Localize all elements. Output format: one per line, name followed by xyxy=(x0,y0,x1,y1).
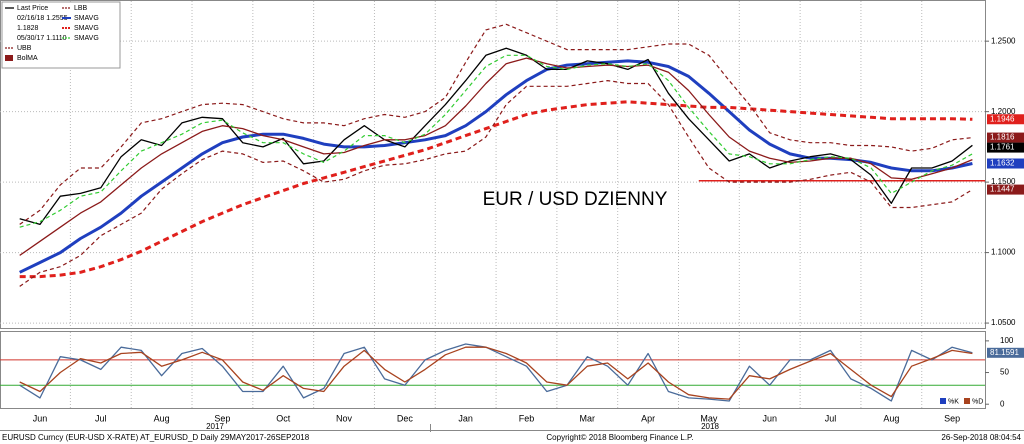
series-line xyxy=(19,57,973,256)
x-tick-label: Oct xyxy=(276,413,291,423)
last-value-box xyxy=(987,142,1024,153)
annotation: EUR / USD DZIENNY xyxy=(483,189,668,210)
y-tick-label: 1.0500 xyxy=(991,318,1016,327)
legend-box xyxy=(1,1,121,69)
last-value-label: 81.1591 xyxy=(990,348,1019,357)
legend-label: LBB xyxy=(74,5,88,12)
series-line xyxy=(19,80,973,287)
series-line xyxy=(19,23,973,225)
last-value-box xyxy=(987,132,1024,143)
x-tick-label: Jul xyxy=(825,413,837,423)
legend-label: Last Price xyxy=(17,5,48,12)
legend-swatch xyxy=(5,55,13,61)
legend-label: SMAVG xyxy=(74,15,99,22)
year-label: 2017 xyxy=(206,422,224,431)
footer-center: Copyright© 2018 Bloomberg Finance L.P. xyxy=(546,433,693,442)
legend: Last Price 02/16/18 1.2555 1.1828 05/30/17 … xyxy=(1,1,121,69)
x-tick-label: Sep xyxy=(214,413,230,423)
x-tick-label: Mar xyxy=(580,413,596,423)
x-tick-label: Jun xyxy=(762,413,777,423)
x-tick-label: Sep xyxy=(944,413,960,423)
series-line xyxy=(19,59,973,274)
x-tick-label: Nov xyxy=(336,413,353,423)
y-tick-label: 50 xyxy=(1000,368,1009,377)
stoch-frame xyxy=(0,331,986,409)
footer-left: EURUSD Curncy (EUR-USD X-RATE) AT_EURUSD… xyxy=(2,433,310,442)
x-tick-label: May xyxy=(700,413,718,423)
legend-stat: 02/16/18 1.2555 xyxy=(17,15,68,22)
year-label: 2018 xyxy=(701,422,719,431)
legend-label: SMAVG xyxy=(74,35,99,42)
legend-swatch xyxy=(964,398,970,404)
y-tick-label: 1.1500 xyxy=(991,177,1016,186)
x-tick-label: Feb xyxy=(519,413,535,423)
last-value-label: 1.1816 xyxy=(990,133,1015,142)
footer-right: 26-Sep-2018 08:04:54 xyxy=(941,433,1021,442)
y-tick-label: 100 xyxy=(1000,336,1014,345)
y-tick-label: 1.2500 xyxy=(991,36,1016,45)
legend-stat: 05/30/17 1.1110 xyxy=(17,35,67,42)
y-tick-label: 1.1000 xyxy=(991,248,1016,257)
x-tick-label: Apr xyxy=(641,413,655,423)
legend-label: SMAVG xyxy=(74,25,99,32)
last-value-box xyxy=(987,158,1024,169)
legend-label: %K xyxy=(948,398,959,405)
series-line xyxy=(19,343,973,402)
legend-stat: 1.1828 xyxy=(17,25,39,32)
x-tick-label: Aug xyxy=(883,413,899,423)
main-frame xyxy=(0,0,986,329)
x-tick-label: Dec xyxy=(397,413,414,423)
x-tick-label: Jul xyxy=(95,413,107,423)
x-tick-label: Jun xyxy=(33,413,48,423)
last-value-label: 1.1447 xyxy=(990,185,1015,194)
last-value-label: 1.1632 xyxy=(990,159,1015,168)
legend-label: BolMA xyxy=(17,55,38,62)
last-value-box xyxy=(987,114,1024,125)
series-line xyxy=(19,100,973,279)
series-line xyxy=(19,54,973,228)
last-value-box xyxy=(987,347,1024,358)
y-tick-label: 0 xyxy=(1000,399,1005,408)
legend-label: %D xyxy=(972,398,983,405)
series-line xyxy=(19,47,973,226)
last-value-label: 1.1946 xyxy=(990,114,1015,123)
x-tick-label: Jan xyxy=(458,413,473,423)
last-value-box xyxy=(987,184,1024,195)
series-line xyxy=(19,346,973,400)
last-value-label: 1.1761 xyxy=(990,143,1015,152)
legend-swatch xyxy=(940,398,946,404)
legend-label: UBB xyxy=(17,45,32,52)
y-tick-label: 1.2000 xyxy=(991,107,1016,116)
x-tick-label: Aug xyxy=(154,413,170,423)
